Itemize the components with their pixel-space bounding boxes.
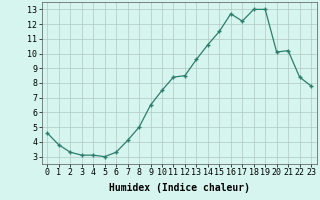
X-axis label: Humidex (Indice chaleur): Humidex (Indice chaleur) (109, 183, 250, 193)
